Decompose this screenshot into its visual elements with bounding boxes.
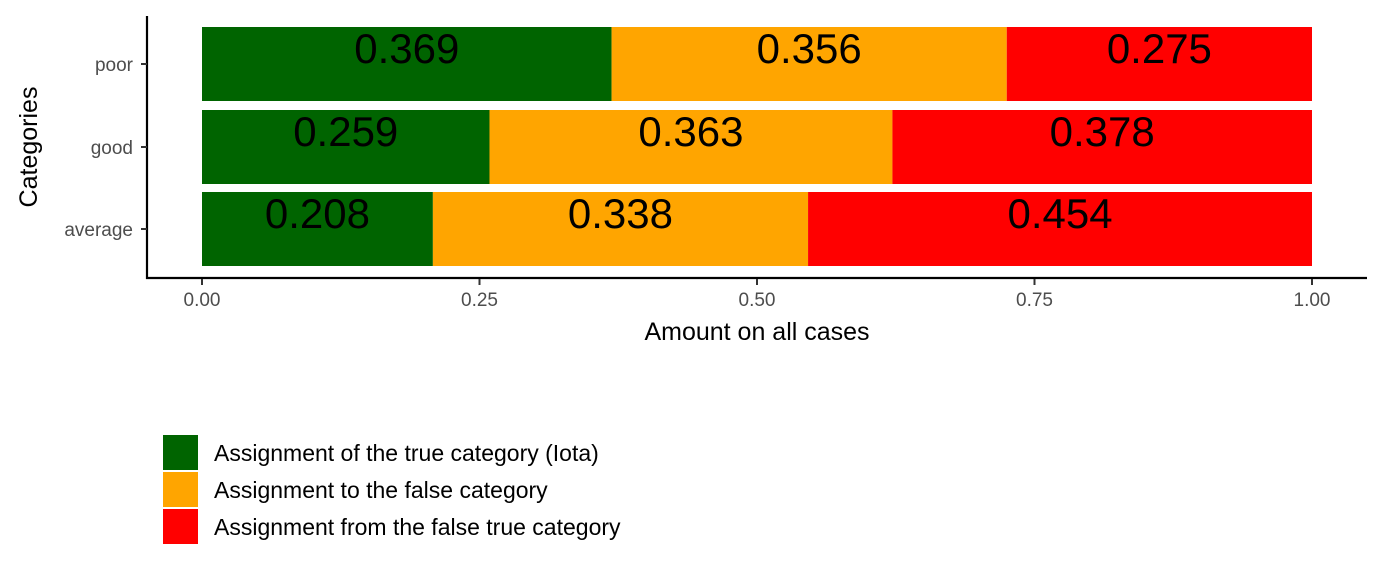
legend-label-1: Assignment of the true category (Iota)	[214, 440, 599, 466]
bar-average-series-1	[202, 192, 433, 266]
data-label-good-series-3: 0.378	[1050, 108, 1155, 155]
legend-swatch-1	[163, 435, 198, 470]
bar-good-series-3	[892, 110, 1312, 184]
data-label-poor-series-1: 0.369	[354, 25, 459, 72]
data-label-average-series-3: 0.454	[1007, 190, 1112, 237]
y-tick-label-average: average	[64, 220, 133, 241]
x-tick-label-4: 1.00	[1294, 290, 1331, 311]
x-tick-label-2: 0.50	[739, 290, 776, 311]
bar-poor-series-2	[611, 27, 1007, 101]
x-tick-label-0: 0.00	[184, 290, 221, 311]
x-tick-label-3: 0.75	[1016, 290, 1053, 311]
legend-label-2: Assignment to the false category	[214, 477, 548, 503]
bar-good-series-2	[489, 110, 893, 184]
data-label-poor-series-2: 0.356	[757, 25, 862, 72]
legend: Assignment of the true category (Iota) As…	[163, 435, 621, 544]
y-axis-title: Categories	[15, 87, 43, 208]
data-label-average-series-2: 0.338	[568, 190, 673, 237]
bar-average-series-2	[432, 192, 809, 266]
data-label-good-series-2: 0.363	[638, 108, 743, 155]
data-labels-layer: 0.208 0.338 0.454 0.259 0.363 0.378 0.369 0.356…	[265, 25, 1212, 237]
x-ticks: 0.00 0.25 0.50 0.75 1.00	[184, 279, 1331, 311]
data-label-good-series-1: 0.259	[293, 108, 398, 155]
bar-average-series-3	[808, 192, 1312, 266]
bar-poor-series-3	[1006, 27, 1312, 101]
y-tick-label-good: good	[91, 138, 133, 159]
bars-layer	[202, 27, 1312, 266]
legend-swatch-3	[163, 509, 198, 544]
legend-label-3: Assignment from the false true category	[214, 514, 621, 540]
y-ticks: average good poor	[64, 55, 147, 241]
y-tick-label-poor: poor	[95, 55, 134, 76]
data-label-poor-series-3: 0.275	[1107, 25, 1212, 72]
bar-poor-series-1	[202, 27, 612, 101]
x-axis-title: Amount on all cases	[644, 318, 869, 346]
data-label-average-series-1: 0.208	[265, 190, 370, 237]
x-tick-label-1: 0.25	[461, 290, 498, 311]
bar-good-series-1	[202, 110, 490, 184]
legend-swatch-2	[163, 472, 198, 507]
